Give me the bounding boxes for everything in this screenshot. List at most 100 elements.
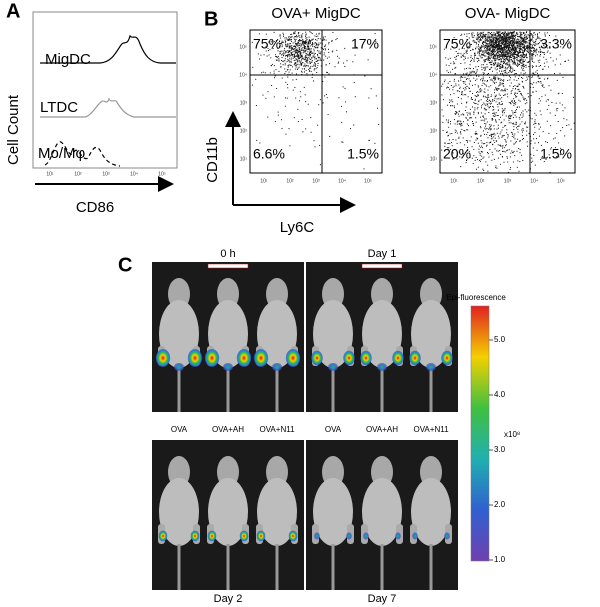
dot <box>510 56 512 58</box>
dot <box>302 58 304 59</box>
dot <box>512 50 514 51</box>
dot <box>537 35 539 37</box>
dot <box>470 60 471 62</box>
dot <box>291 72 293 74</box>
dot <box>560 63 562 65</box>
dot <box>523 46 525 48</box>
dot <box>510 118 512 120</box>
dot <box>507 134 509 135</box>
dot <box>460 121 462 123</box>
dot <box>499 70 500 72</box>
dot <box>291 52 293 54</box>
dot <box>296 50 298 51</box>
dot <box>502 56 504 57</box>
dot <box>310 67 312 69</box>
dot <box>487 45 489 47</box>
dot <box>514 51 516 53</box>
dot <box>473 41 475 43</box>
dot <box>487 52 489 54</box>
dot <box>530 49 532 51</box>
dot <box>504 72 506 74</box>
dot <box>519 83 521 85</box>
dot <box>557 93 559 95</box>
dot <box>521 52 523 54</box>
dot <box>298 42 300 44</box>
dot <box>498 59 500 61</box>
dot <box>512 111 514 113</box>
dot <box>477 51 479 53</box>
dot <box>500 61 502 63</box>
fluorescence <box>174 363 184 371</box>
dot <box>556 132 558 134</box>
dot <box>291 45 293 47</box>
dot <box>300 42 302 44</box>
dot <box>279 46 281 48</box>
dot <box>502 47 504 49</box>
dot <box>498 36 500 38</box>
dot <box>466 53 468 55</box>
dot <box>489 68 491 70</box>
dot <box>484 127 486 129</box>
dot <box>543 86 545 88</box>
dot <box>497 47 499 49</box>
dot <box>514 34 516 36</box>
dot <box>499 82 501 84</box>
dot <box>530 83 532 84</box>
dot <box>549 42 551 44</box>
dot <box>469 112 471 114</box>
dot <box>503 35 505 37</box>
dot <box>467 150 469 152</box>
dot <box>523 43 525 45</box>
dot <box>466 78 467 80</box>
dot <box>506 150 508 152</box>
dot <box>512 57 514 59</box>
dot <box>284 37 286 39</box>
dot <box>502 39 504 41</box>
y-tick-label: 10² <box>240 128 248 134</box>
dot <box>498 127 499 129</box>
dot <box>546 120 548 122</box>
x-tick-label: 10² <box>286 178 294 184</box>
dot <box>508 56 510 58</box>
dot <box>500 37 501 39</box>
dot <box>458 151 460 153</box>
dot <box>281 46 283 48</box>
dot <box>297 52 299 54</box>
dot <box>477 91 479 93</box>
dot <box>285 44 287 46</box>
dot <box>517 36 519 37</box>
dot <box>459 88 461 90</box>
dot <box>515 40 517 42</box>
dot <box>531 77 533 78</box>
dot <box>538 42 540 44</box>
dot <box>486 85 488 87</box>
dot <box>486 80 488 82</box>
group-label: OVA <box>171 425 188 434</box>
dot <box>282 53 284 55</box>
dot <box>467 46 469 48</box>
dot <box>313 43 315 45</box>
dot <box>363 168 365 170</box>
dot <box>299 39 301 41</box>
dot <box>517 38 519 40</box>
dot <box>308 53 310 55</box>
dot <box>530 38 532 40</box>
dot <box>485 96 486 98</box>
dot <box>485 49 487 51</box>
dot <box>472 40 474 42</box>
dot <box>480 135 482 137</box>
dot <box>456 123 458 125</box>
dot <box>518 51 520 53</box>
panel-label: C <box>118 254 132 276</box>
fluorescence <box>288 530 298 542</box>
dot <box>302 40 304 42</box>
dot <box>325 39 327 41</box>
dot <box>534 121 536 123</box>
dot <box>494 46 496 48</box>
dot <box>496 44 497 46</box>
y-tick-label: 10³ <box>430 100 438 106</box>
dot <box>304 63 306 65</box>
dot <box>490 62 492 63</box>
dot <box>498 37 500 39</box>
dot <box>280 63 282 65</box>
